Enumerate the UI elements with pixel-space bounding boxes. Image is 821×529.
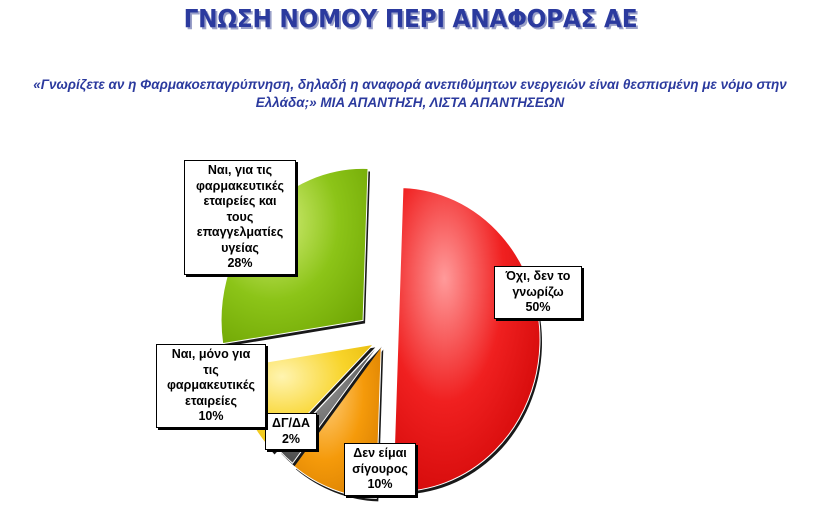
label-yes-pharma-line: Ναι, μόνο για [171,347,251,361]
label-dk-line: ΔΓ/ΔΑ [272,416,310,430]
label-dk-pct: 2% [281,431,301,446]
label-not-sure-line: Δεν είμαι [353,446,407,460]
label-yes-both-line: επαγγελματίες [196,225,284,239]
label-yes-pharma: Ναι, μόνο για τις φαρμακευτικές εταιρείε… [156,344,266,428]
page-title: ΓΝΩΣΗ ΝΟΜΟΥ ΠΕΡΙ ΑΝΑΦΟΡΑΣ ΑΕ [183,4,638,33]
label-no-line: γνωρίζω [512,284,564,299]
label-no-line: Όχι, δεν το [505,269,571,283]
question-body: «Γνωρίζετε αν η Φαρμακοεπαγρύπνηση, δηλα… [33,77,787,110]
label-no-pct: 50% [525,300,551,314]
question-note: ΜΙΑ ΑΠΑΝΤΗΣΗ, ΛΙΣΤΑ ΑΠΑΝΤΗΣΕΩΝ [320,95,565,110]
label-yes-both-line: φαρμακευτικές [195,178,285,193]
label-yes-both-line: υγείας [221,240,259,255]
label-yes-both: Ναι, για τις φαρμακευτικές εταιρείες και… [184,160,296,275]
label-yes-pharma-line: τις [203,362,219,377]
label-yes-pharma-line: φαρμακευτικές [166,378,256,392]
label-yes-both-line: Ναι, για τις [207,163,273,177]
label-not-sure: Δεν είμαι σίγουρος 10% [344,443,416,496]
label-yes-both-pct: 28% [227,256,253,270]
label-not-sure-pct: 10% [367,477,393,491]
label-yes-pharma-line: εταιρείες [185,393,237,408]
label-yes-both-line: εταιρείες και [203,194,277,208]
label-yes-pharma-pct: 10% [198,409,224,423]
label-dk: ΔΓ/ΔΑ 2% [265,413,317,450]
label-not-sure-line: σίγουρος [352,461,408,476]
question-text: «Γνωρίζετε αν η Φαρμακοεπαγρύπνηση, δηλα… [10,76,810,112]
label-no: Όχι, δεν το γνωρίζω 50% [494,266,582,319]
label-yes-both-line: τους [226,209,254,224]
slice-no [392,187,541,492]
